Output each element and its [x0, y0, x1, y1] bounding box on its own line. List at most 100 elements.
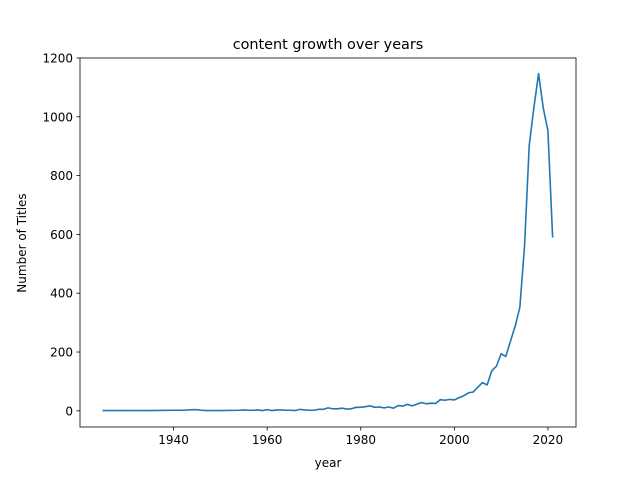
chart-title: content growth over years — [233, 37, 424, 53]
data-point — [252, 409, 254, 411]
data-point — [537, 72, 540, 75]
data-point — [378, 406, 381, 408]
data-point — [425, 403, 427, 405]
data-point — [336, 408, 338, 410]
x-tick-label: 1980 — [345, 433, 376, 447]
data-point — [102, 409, 104, 412]
x-tick-label: 1960 — [252, 433, 283, 447]
data-point — [435, 402, 437, 405]
data-point — [201, 409, 203, 411]
data-point — [350, 408, 352, 410]
series-layer — [102, 72, 554, 412]
data-point — [364, 406, 367, 408]
data-point — [542, 107, 544, 109]
data-point — [458, 397, 460, 399]
series-line-0 — [102, 72, 554, 412]
data-point — [318, 408, 320, 410]
data-point — [495, 365, 498, 367]
data-point — [280, 409, 282, 411]
data-point — [402, 405, 404, 407]
y-axis-label: Number of Titles — [15, 193, 29, 292]
data-point — [477, 386, 479, 388]
data-point — [332, 408, 334, 410]
x-tick-label: 1940 — [158, 433, 189, 447]
y-tick-label: 400 — [50, 287, 73, 301]
data-point — [514, 325, 516, 327]
y-tick-label: 1000 — [42, 110, 73, 124]
data-point — [463, 395, 465, 397]
data-point — [247, 409, 250, 411]
data-point — [327, 407, 329, 409]
data-point — [449, 398, 451, 400]
data-point — [416, 403, 418, 405]
data-point — [196, 409, 198, 411]
data-point — [289, 409, 292, 411]
data-point — [500, 353, 502, 355]
data-point — [411, 405, 413, 407]
data-point — [294, 409, 296, 412]
y-tick-label: 600 — [50, 228, 73, 242]
data-point — [355, 406, 357, 408]
data-point — [505, 355, 507, 358]
y-tick-label: 1200 — [42, 52, 73, 66]
data-point — [191, 409, 193, 411]
y-tick-label: 800 — [50, 169, 73, 183]
data-point — [299, 408, 301, 410]
data-point — [285, 409, 287, 411]
data-point — [552, 236, 554, 238]
data-point — [304, 409, 306, 411]
data-point — [444, 399, 446, 401]
data-point — [509, 340, 512, 342]
data-point — [205, 409, 207, 412]
data-point — [182, 409, 184, 411]
data-point — [360, 406, 362, 408]
data-point — [126, 409, 128, 412]
x-tick-label: 2000 — [439, 433, 470, 447]
data-point — [467, 392, 469, 394]
data-point — [392, 407, 395, 409]
data-point — [266, 409, 268, 411]
data-point — [406, 403, 409, 405]
data-point — [271, 409, 273, 412]
data-point — [533, 106, 535, 108]
data-point — [322, 408, 324, 410]
x-axis-label: year — [315, 456, 342, 470]
data-point — [481, 382, 484, 384]
data-point — [172, 409, 175, 411]
data-point — [149, 409, 151, 412]
data-point — [547, 130, 549, 132]
y-tick-label: 200 — [50, 346, 73, 360]
data-point — [275, 409, 278, 411]
data-point — [420, 402, 423, 404]
x-tick-label: 2020 — [533, 433, 564, 447]
data-point — [491, 370, 493, 372]
data-point — [472, 391, 474, 393]
data-point — [243, 409, 245, 411]
data-point — [374, 406, 376, 408]
data-point — [261, 409, 264, 412]
data-point — [453, 399, 455, 401]
data-point — [238, 409, 240, 411]
data-point — [369, 405, 371, 407]
data-point — [308, 409, 310, 411]
data-point — [383, 407, 385, 409]
data-point — [430, 402, 432, 404]
data-point — [528, 145, 530, 147]
data-point — [519, 306, 521, 308]
data-point — [257, 409, 259, 411]
data-point — [346, 408, 348, 410]
data-point — [523, 245, 526, 247]
data-point — [439, 399, 441, 401]
data-point — [486, 384, 488, 386]
plot-area-border — [79, 57, 577, 428]
data-point — [397, 404, 399, 407]
data-point — [313, 409, 315, 411]
data-point — [219, 409, 221, 412]
data-point — [341, 407, 343, 409]
data-point — [388, 406, 390, 408]
axis-ticks: 1940 1960 1980 2000 2020 0 200 400 600 800 1000 120… — [42, 52, 563, 448]
y-tick-label: 0 — [65, 404, 73, 418]
plot-frame — [79, 57, 577, 428]
